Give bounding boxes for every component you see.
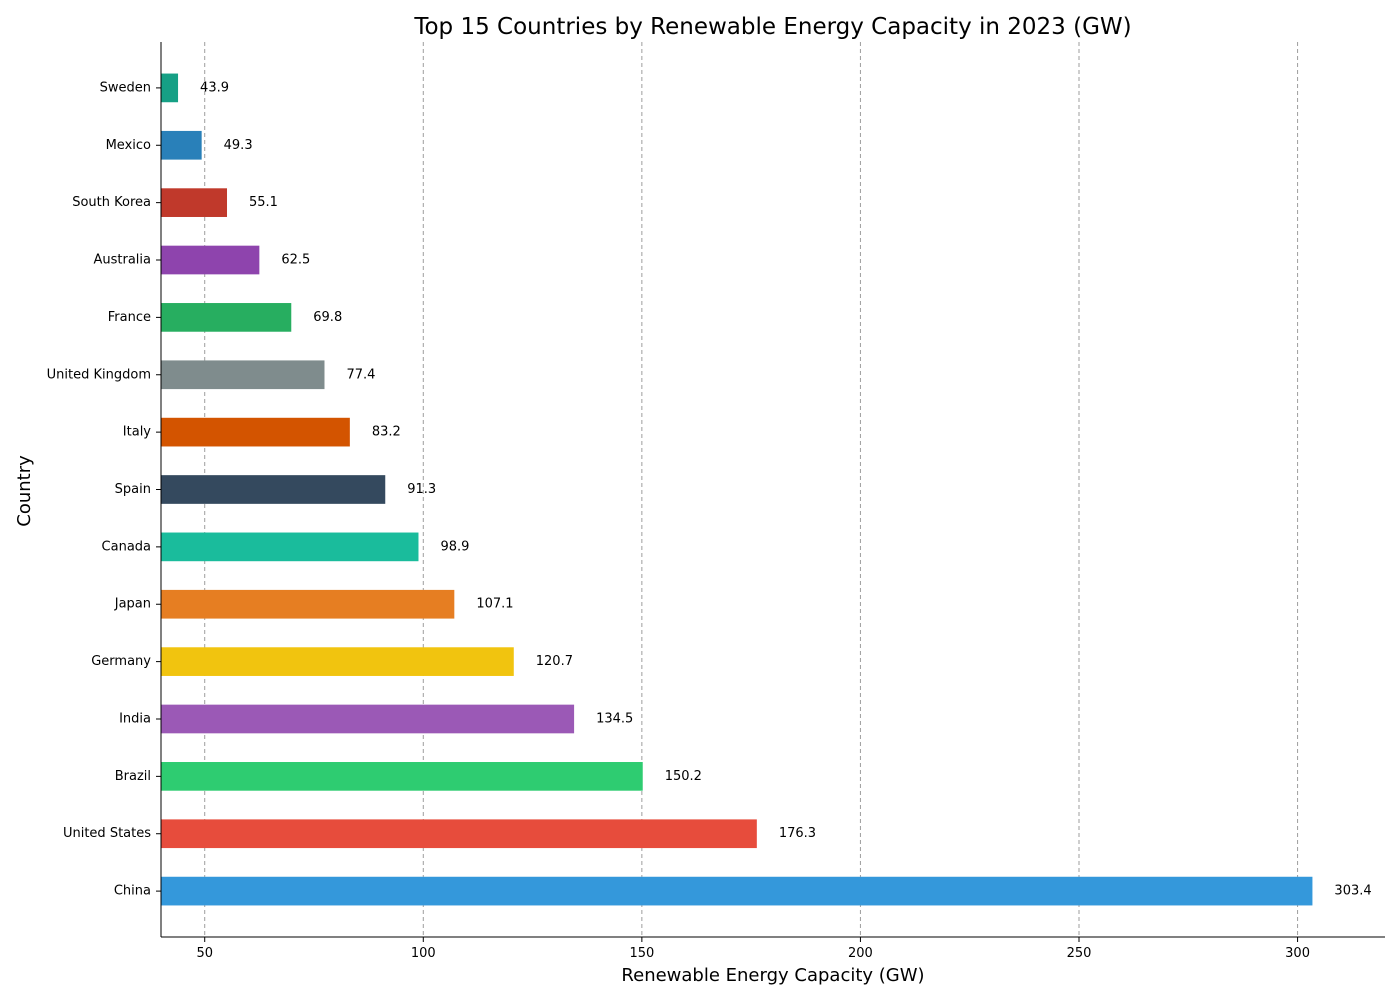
x-tick-label-250: 250 (1067, 946, 1092, 961)
chart-title: Top 15 Countries by Renewable Energy Cap… (413, 14, 1131, 40)
y-tick-label-mexico: Mexico (106, 138, 151, 153)
bar-italy (161, 417, 350, 447)
y-tick-label-south-korea: South Korea (72, 195, 151, 210)
value-label-japan: 107.1 (476, 597, 513, 612)
bar-australia (161, 245, 260, 275)
y-axis-label: Country (14, 455, 35, 527)
value-label-india: 134.5 (596, 711, 633, 726)
value-label-united-kingdom: 77.4 (346, 367, 375, 382)
bar-india (161, 704, 575, 734)
value-label-china: 303.4 (1334, 884, 1371, 899)
bars (161, 73, 1313, 906)
bar-france (161, 303, 292, 332)
bar-spain (161, 475, 386, 504)
bar-mexico (161, 130, 202, 160)
x-axis-ticks: 50 100 150 200 250 300 (196, 937, 1310, 961)
bar-sweden (161, 73, 179, 103)
y-tick-label-japan: Japan (114, 597, 151, 612)
bar-canada (161, 532, 419, 562)
bar-south-korea (161, 188, 228, 217)
value-label-united-states: 176.3 (779, 826, 816, 841)
y-tick-label-china: China (114, 884, 151, 899)
value-labels: 303.4 176.3 150.2 134.5 120.7 107.1 98.9 91.3 83… (200, 80, 1372, 898)
y-tick-label-brazil: Brazil (115, 769, 151, 784)
value-label-france: 69.8 (313, 310, 342, 325)
value-label-spain: 91.3 (407, 482, 436, 497)
y-tick-label-italy: Italy (123, 425, 152, 440)
bar-united-kingdom (161, 360, 325, 390)
value-label-brazil: 150.2 (665, 769, 702, 784)
y-tick-label-spain: Spain (115, 482, 151, 497)
x-tick-label-200: 200 (848, 946, 873, 961)
y-tick-label-germany: Germany (91, 654, 151, 669)
y-tick-label-india: India (119, 711, 151, 726)
x-tick-label-300: 300 (1285, 946, 1310, 961)
y-tick-label-sweden: Sweden (100, 80, 151, 95)
bar-brazil (161, 762, 643, 791)
y-tick-label-france: France (108, 310, 151, 325)
x-tick-label-150: 150 (629, 946, 654, 961)
x-tick-label-50: 50 (196, 946, 213, 961)
value-label-germany: 120.7 (536, 654, 573, 669)
value-label-australia: 62.5 (281, 253, 310, 268)
y-tick-label-united-states: United States (63, 826, 151, 841)
y-tick-label-canada: Canada (102, 539, 151, 554)
bar-china (161, 876, 1313, 906)
bar-germany (161, 647, 514, 676)
y-axis-ticks: China United States Brazil India Germany Japa… (47, 80, 161, 899)
x-axis-label: Renewable Energy Capacity (GW) (621, 965, 924, 986)
value-label-mexico: 49.3 (224, 138, 253, 153)
y-tick-label-united-kingdom: United Kingdom (47, 367, 151, 382)
value-label-south-korea: 55.1 (249, 195, 278, 210)
y-tick-label-australia: Australia (93, 253, 151, 268)
x-tick-label-100: 100 (411, 946, 436, 961)
value-label-italy: 83.2 (372, 425, 401, 440)
bar-united-states (161, 819, 757, 849)
value-label-canada: 98.9 (440, 539, 469, 554)
value-label-sweden: 43.9 (200, 80, 229, 95)
bar-japan (161, 589, 455, 619)
